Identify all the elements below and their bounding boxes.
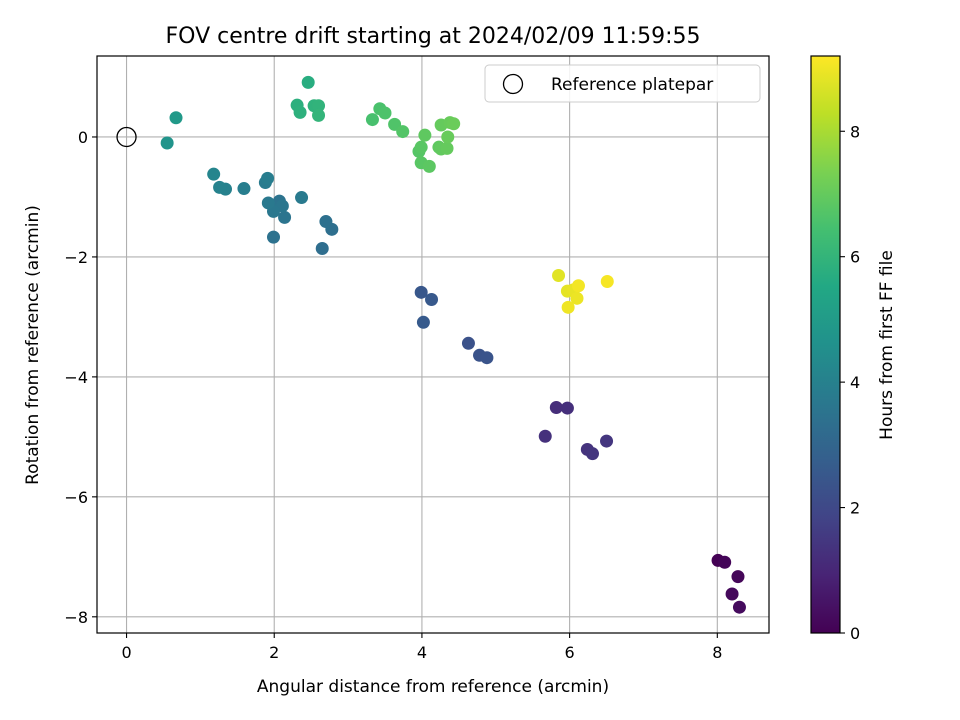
x-tick-label: 8 <box>712 643 722 662</box>
data-point <box>261 171 275 185</box>
data-point <box>261 196 275 210</box>
colorbar-tick-label: 2 <box>850 499 860 518</box>
data-point <box>561 300 575 314</box>
y-tick-label: −4 <box>64 368 88 387</box>
data-point <box>207 167 221 181</box>
data-point <box>447 117 461 131</box>
data-point <box>570 291 584 305</box>
data-point <box>378 106 392 120</box>
data-point <box>552 269 566 283</box>
colorbar-tick-label: 8 <box>850 122 860 141</box>
x-axis-label: Angular distance from reference (arcmin) <box>257 677 609 697</box>
data-point <box>160 136 174 150</box>
legend-marker-reference <box>502 73 524 95</box>
data-point <box>732 600 746 614</box>
data-point <box>571 279 585 293</box>
colorbar-tick-label: 0 <box>850 624 860 643</box>
y-tick-label: −2 <box>64 248 88 267</box>
colorbar-label: Hours from first FF file <box>877 250 897 440</box>
colorbar: 0 2 4 6 8 Hours from first FF file <box>810 55 897 643</box>
data-point <box>266 230 280 244</box>
chart-title: FOV centre drift starting at 2024/02/09 … <box>166 24 701 49</box>
data-point <box>414 140 428 154</box>
data-point <box>440 141 454 155</box>
data-point <box>319 215 333 229</box>
data-point <box>725 587 739 601</box>
colorbar-frame <box>810 55 841 634</box>
legend: Reference platepar <box>484 64 761 103</box>
colorbar-ticks: 0 2 4 6 8 <box>840 122 860 643</box>
x-tick-label: 6 <box>565 643 575 662</box>
plot-frame <box>96 55 770 634</box>
data-point <box>560 401 574 415</box>
y-axis-label: Rotation from reference (arcmin) <box>23 205 43 485</box>
scatter-points <box>160 75 746 614</box>
reference-platepar-marker <box>116 126 137 148</box>
legend-label-reference: Reference platepar <box>551 75 713 95</box>
data-point <box>293 105 307 119</box>
data-point <box>295 191 309 205</box>
data-point <box>600 275 614 289</box>
data-point <box>425 293 439 307</box>
data-point <box>418 128 432 142</box>
data-point <box>461 336 475 350</box>
data-point <box>731 570 745 584</box>
x-tick-label: 2 <box>269 643 279 662</box>
y-tick-label: −8 <box>64 608 88 627</box>
data-point <box>600 434 614 448</box>
data-point <box>365 113 379 127</box>
y-tick-label: 0 <box>78 128 88 147</box>
data-point <box>213 180 227 194</box>
y-tick-label: −6 <box>64 488 88 507</box>
colorbar-tick-label: 6 <box>850 248 860 267</box>
data-point <box>718 555 732 569</box>
reference-marker-layer <box>116 126 137 148</box>
x-tick-label: 4 <box>417 643 427 662</box>
data-point <box>416 315 430 329</box>
data-point <box>278 210 292 224</box>
y-axis-ticks: 0 −2 −4 −6 −8 <box>64 128 97 627</box>
legend-box <box>484 64 761 103</box>
x-axis-ticks: 0 2 4 6 8 <box>121 633 722 662</box>
data-point <box>441 130 455 144</box>
data-point <box>422 159 436 173</box>
data-point <box>169 111 183 125</box>
data-point <box>480 351 494 365</box>
colorbar-tick-label: 4 <box>850 373 860 392</box>
data-point <box>312 108 326 122</box>
data-point <box>538 429 552 443</box>
data-point <box>549 400 563 414</box>
data-point <box>414 285 428 299</box>
x-tick-label: 0 <box>121 643 131 662</box>
data-point <box>396 125 410 139</box>
data-point <box>315 242 329 256</box>
data-point <box>586 447 600 461</box>
data-point <box>301 75 315 89</box>
data-point <box>312 99 326 113</box>
colorbar-gradient <box>811 56 840 633</box>
data-point <box>237 182 251 196</box>
